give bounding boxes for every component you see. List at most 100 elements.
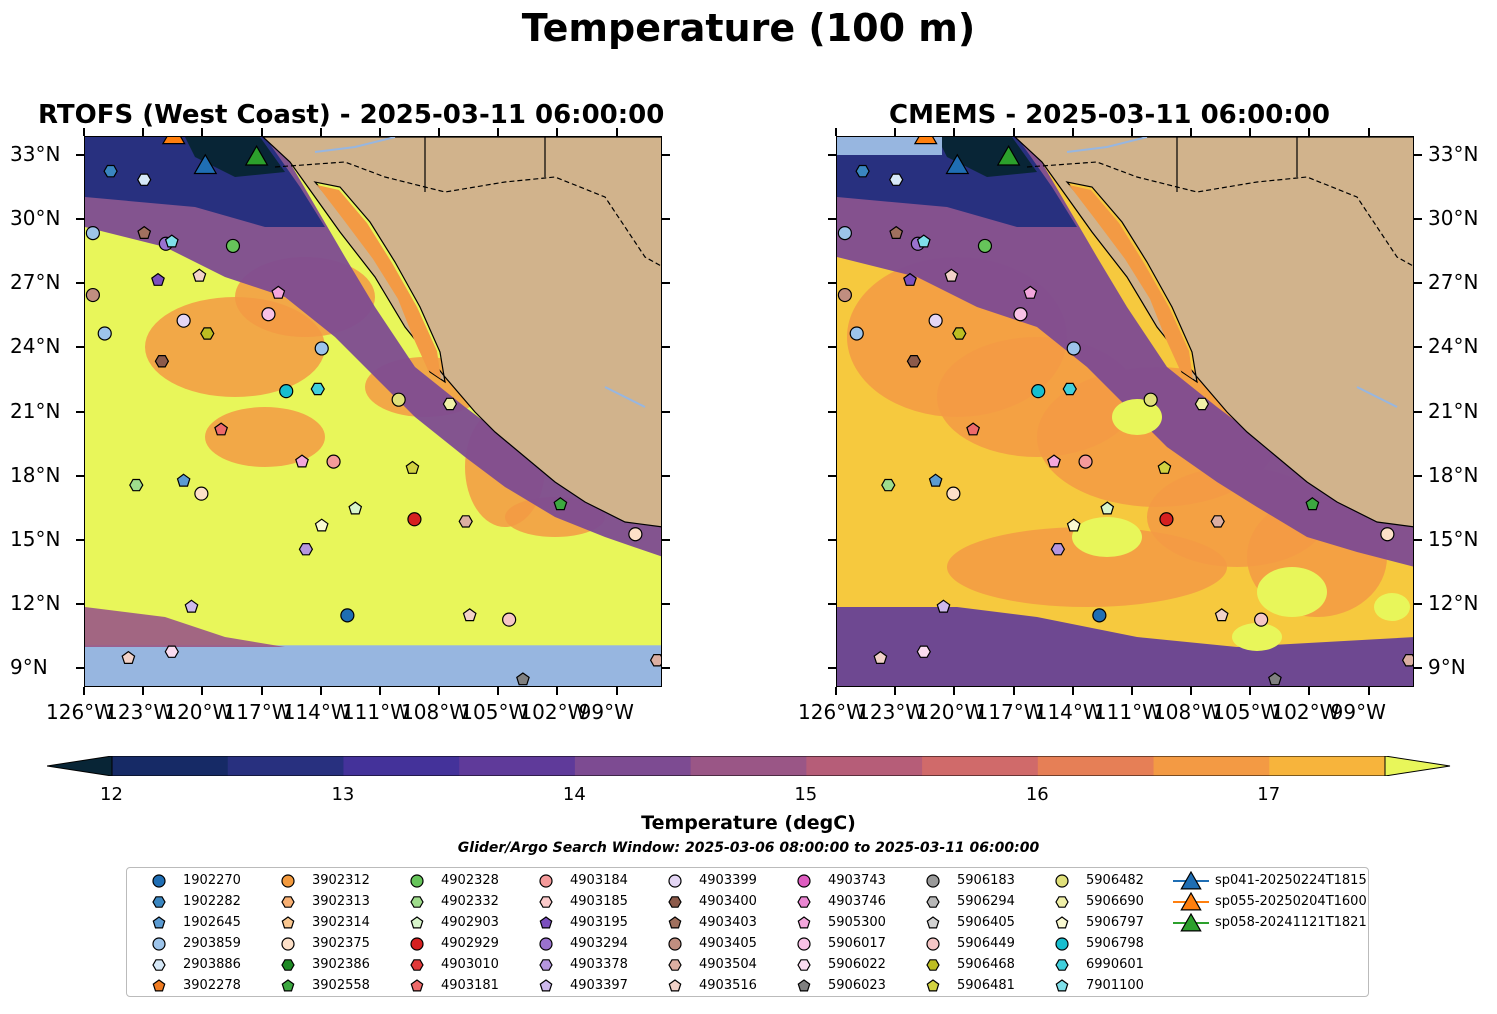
warm-eddy xyxy=(1257,567,1327,617)
float-marker-5905300 xyxy=(271,285,286,299)
float-marker-4903400 xyxy=(906,355,922,368)
glider-marker-sp058-20241121T1821 xyxy=(996,144,1021,166)
glider-marker-sp055-20250204T1600 xyxy=(161,137,186,145)
panel-title-rtofs: RTOFS (West Coast) - 2025-03-11 06:00:00 xyxy=(38,100,665,130)
float-marker-1902645 xyxy=(928,473,943,487)
legend-marker-shape xyxy=(668,874,682,888)
float-marker-4903195 xyxy=(151,272,165,286)
legend-label: 6990601 xyxy=(1086,957,1144,972)
lat-tick xyxy=(76,346,84,349)
legend-marker xyxy=(797,979,811,992)
float-marker-4903378 xyxy=(298,543,314,556)
legend-marker-shape xyxy=(926,874,940,888)
float-marker-4903516 xyxy=(873,650,888,665)
colorbar-segment xyxy=(459,756,576,776)
lon-label: 114°W xyxy=(282,700,351,724)
float-marker-3902558 xyxy=(553,497,568,511)
river xyxy=(314,137,646,408)
legend-label: 5905300 xyxy=(828,915,886,930)
lon-tick xyxy=(319,687,322,695)
colorbar-segment xyxy=(806,756,923,776)
legend-marker-shape xyxy=(152,916,166,929)
lat-tick xyxy=(1414,602,1422,605)
float-marker-4903397 xyxy=(184,599,199,613)
lat-label-right: 18°N xyxy=(1428,462,1479,487)
colorbar-segment xyxy=(922,756,1039,776)
legend-label: 4903746 xyxy=(828,894,886,909)
lon-label: 105°W xyxy=(1212,700,1281,724)
float-marker-4903184 xyxy=(326,454,341,469)
legend-marker-shape xyxy=(668,979,682,992)
coldest-water xyxy=(937,137,1037,177)
float-marker-6990601 xyxy=(1062,382,1077,396)
legend-label: 4903400 xyxy=(699,894,757,909)
colorbar-label: Temperature (degC) xyxy=(641,812,856,834)
float-marker-5906022 xyxy=(916,645,931,658)
float-marker-5906798 xyxy=(279,384,294,399)
legend-marker-shape xyxy=(539,874,553,888)
lon-label: 111°W xyxy=(1093,700,1162,724)
float-marker-4902903 xyxy=(1100,501,1115,515)
legend-marker-shape xyxy=(281,959,295,971)
lon-tick xyxy=(953,687,956,695)
float-marker-4903504 xyxy=(1401,653,1413,667)
colorbar-tick-label: 15 xyxy=(794,784,818,805)
float-marker-5906797 xyxy=(1066,518,1081,532)
legend-marker xyxy=(410,979,424,992)
legend-marker xyxy=(539,937,553,951)
legend-marker xyxy=(926,937,940,951)
float-marker-4902903 xyxy=(348,501,363,515)
lat-tick xyxy=(1414,538,1422,541)
lat-label-right: 12°N xyxy=(1428,590,1479,615)
legend-marker-shape xyxy=(797,916,811,929)
legend-label: 5906468 xyxy=(957,957,1015,972)
lon-label: 102°W xyxy=(519,700,588,724)
legend-label: 1902645 xyxy=(183,915,241,930)
legend-label: 3902312 xyxy=(312,873,370,888)
float-marker-3902375 xyxy=(194,486,209,501)
lat-label-left: 30°N xyxy=(10,206,61,231)
lon-tick xyxy=(1308,687,1311,695)
legend-marker-shape xyxy=(797,874,811,888)
legend-marker xyxy=(1173,913,1209,932)
legend-marker xyxy=(926,979,940,992)
float-marker-3902558 xyxy=(1305,497,1320,511)
legend-marker xyxy=(410,937,424,951)
legend-marker-shape xyxy=(1055,959,1069,971)
legend-label: 3902386 xyxy=(312,957,370,972)
float-marker-5906482 xyxy=(391,392,406,407)
lat-tick xyxy=(828,538,836,541)
lon-tick xyxy=(142,687,145,695)
legend-marker xyxy=(668,896,682,908)
colorbar-tick-label: 13 xyxy=(331,784,355,805)
legend-marker-shape xyxy=(1180,871,1202,890)
warm-eddy xyxy=(1374,593,1410,621)
legend-label: 4903403 xyxy=(699,915,757,930)
legend-label: 5906405 xyxy=(957,915,1015,930)
legend-label: 4902332 xyxy=(441,894,499,909)
lat-tick xyxy=(662,602,670,605)
lon-label: 117°W xyxy=(223,700,292,724)
legend-marker-shape xyxy=(281,937,295,951)
float-marker-2903859 xyxy=(837,226,852,241)
state-border xyxy=(274,161,661,267)
lat-tick xyxy=(662,346,670,349)
float-marker-5905300 xyxy=(295,454,309,468)
float-marker-4903399 xyxy=(928,313,943,328)
lon-tick xyxy=(1130,687,1133,695)
lat-tick xyxy=(76,602,84,605)
float-marker-4903516 xyxy=(192,268,207,282)
lat-label-left: 27°N xyxy=(10,270,61,295)
lon-tick xyxy=(378,128,381,136)
lat-tick xyxy=(1414,218,1422,221)
float-marker-5906022 xyxy=(164,645,179,658)
legend-label: 3902375 xyxy=(312,936,370,951)
legend-marker xyxy=(281,959,295,971)
legend-label: 4902328 xyxy=(441,873,499,888)
lon-label: 105°W xyxy=(460,700,529,724)
legend-marker xyxy=(281,937,295,951)
colorbar-tick-label: 16 xyxy=(1025,784,1049,805)
legend-marker-shape xyxy=(152,979,166,992)
legend-marker-shape xyxy=(797,896,811,908)
legend-label: sp055-20250204T1600 xyxy=(1215,894,1367,909)
